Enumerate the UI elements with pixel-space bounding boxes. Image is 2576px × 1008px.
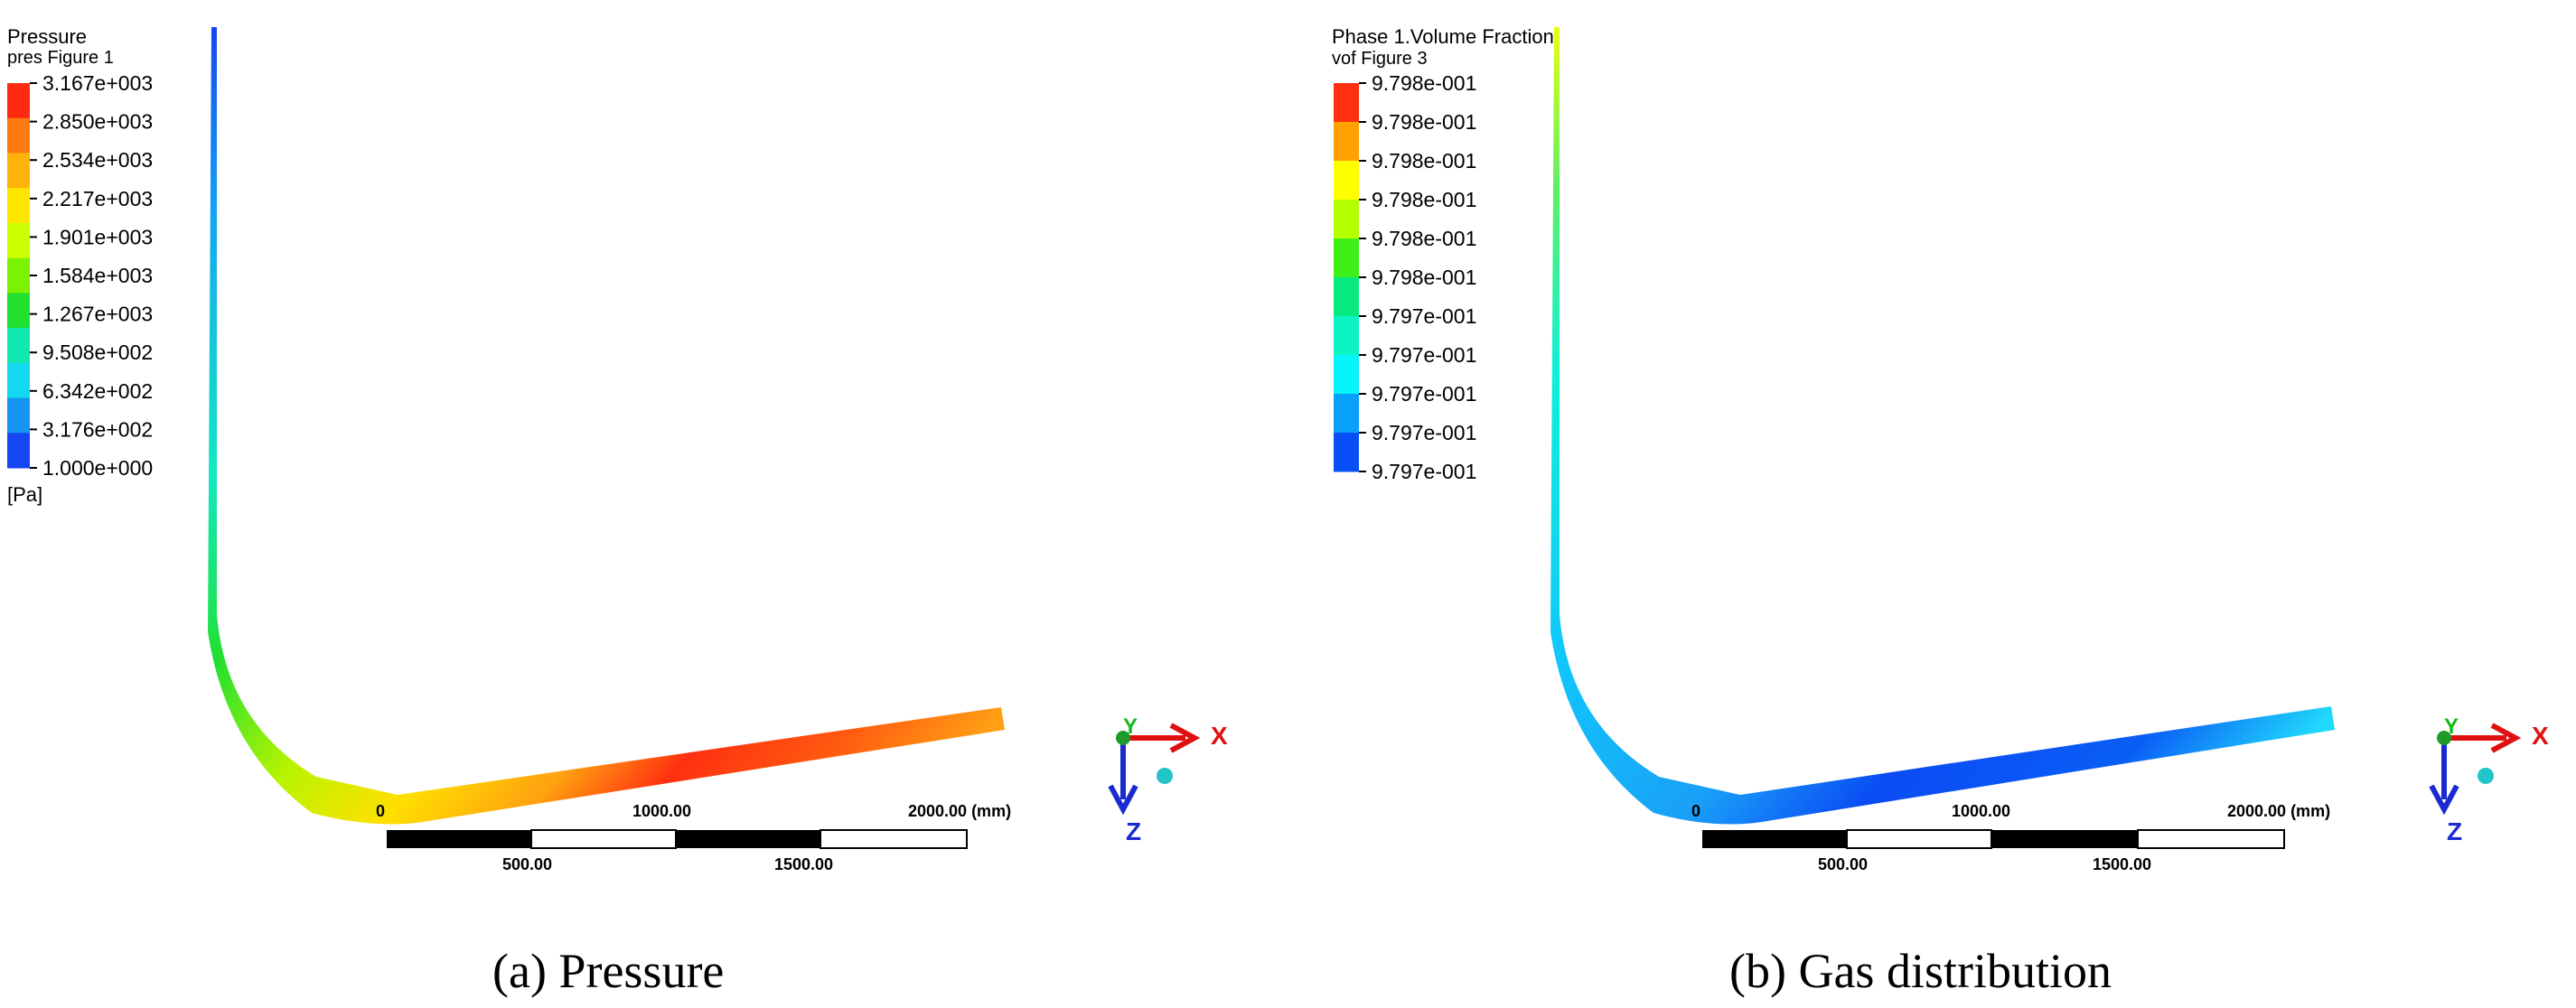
view-dot bbox=[1157, 768, 1173, 784]
x-axis-label: X bbox=[1211, 722, 1228, 750]
x-axis-label: X bbox=[2532, 722, 2549, 750]
legend-value: 9.797e-001 bbox=[1372, 304, 1476, 328]
y-axis-dot bbox=[1116, 731, 1130, 745]
z-axis-label: Z bbox=[2447, 817, 2462, 845]
legend-value: 9.798e-001 bbox=[1372, 227, 1476, 250]
scale-label: 1000.00 bbox=[632, 802, 691, 820]
axis-triad: Y X Z bbox=[2429, 714, 2549, 845]
scale-bar: 0 1000.00 2000.00 (mm) 500.00 1500.00 bbox=[1691, 802, 2330, 873]
legend-value: 9.797e-001 bbox=[1372, 382, 1476, 406]
legend-swatch bbox=[7, 362, 30, 399]
legend-swatch bbox=[7, 433, 30, 469]
pipe-profile bbox=[1550, 27, 2335, 825]
legend-swatch bbox=[1334, 316, 1359, 356]
panel-gas-distribution: Phase 1.Volume Fraction vof Figure 3 9.7… bbox=[1332, 25, 2549, 998]
legend-swatch bbox=[7, 257, 30, 294]
legend-value: 3.167e+003 bbox=[42, 71, 153, 95]
legend-value: 9.797e-001 bbox=[1372, 460, 1476, 483]
scale-label: 2000.00 (mm) bbox=[908, 802, 1011, 820]
legend-unit: [Pa] bbox=[7, 483, 42, 506]
view-dot bbox=[2478, 768, 2494, 784]
legend-subtitle: vof Figure 3 bbox=[1332, 49, 1428, 69]
legend-swatch bbox=[7, 328, 30, 364]
legend-title: Phase 1.Volume Fraction bbox=[1332, 25, 1554, 48]
scale-segment bbox=[1846, 829, 1992, 849]
legend-swatch bbox=[7, 153, 30, 189]
caption: (a) Pressure bbox=[492, 944, 724, 998]
pipe-profile bbox=[208, 27, 1005, 825]
legend-swatch bbox=[7, 397, 30, 434]
scale-segment bbox=[676, 830, 820, 848]
legend-swatch bbox=[1334, 433, 1359, 472]
legend-swatch bbox=[1334, 83, 1359, 123]
y-axis-dot bbox=[2437, 731, 2451, 745]
legend-value: 9.797e-001 bbox=[1372, 421, 1476, 444]
legend-subtitle: pres Figure 1 bbox=[7, 48, 114, 68]
scale-label: 2000.00 (mm) bbox=[2227, 802, 2330, 820]
legend-value: 9.508e+002 bbox=[42, 341, 153, 364]
legend-value: 3.176e+002 bbox=[42, 417, 153, 441]
legend-value: 1.000e+000 bbox=[42, 456, 153, 480]
legend-value: 2.217e+003 bbox=[42, 187, 153, 210]
legend-value: 1.584e+003 bbox=[42, 264, 153, 287]
legend-swatch bbox=[1334, 394, 1359, 434]
y-axis-label: Y bbox=[2444, 714, 2459, 739]
x-axis-arrowhead bbox=[1169, 723, 1201, 753]
axis-triad: Y X Z bbox=[1108, 714, 1228, 845]
legend-swatch bbox=[1334, 161, 1359, 201]
legend-value: 2.850e+003 bbox=[42, 110, 153, 134]
legend-swatch bbox=[7, 222, 30, 259]
caption: (b) Gas distribution bbox=[1729, 944, 2112, 998]
legend-value: 6.342e+002 bbox=[42, 379, 153, 403]
scale-label: 0 bbox=[1691, 802, 1700, 820]
scale-label: 0 bbox=[376, 802, 385, 820]
color-legend: 3.167e+003 2.850e+003 2.534e+003 2.217e+003… bbox=[7, 71, 153, 480]
legend-swatch bbox=[1334, 355, 1359, 395]
scale-label: 1500.00 bbox=[2093, 855, 2151, 873]
legend-swatch bbox=[7, 83, 30, 119]
legend-value: 9.798e-001 bbox=[1372, 188, 1476, 211]
legend-value: 1.901e+003 bbox=[42, 225, 153, 248]
scale-label: 500.00 bbox=[1818, 855, 1868, 873]
legend-value: 9.797e-001 bbox=[1372, 343, 1476, 367]
legend-value: 9.798e-001 bbox=[1372, 71, 1476, 95]
legend-value: 9.798e-001 bbox=[1372, 149, 1476, 173]
legend-swatch bbox=[7, 188, 30, 224]
legend-value: 9.798e-001 bbox=[1372, 110, 1476, 134]
scale-label: 500.00 bbox=[502, 855, 552, 873]
z-axis-arrowhead bbox=[1108, 784, 1138, 816]
legend-swatch bbox=[7, 293, 30, 329]
legend-swatch bbox=[7, 117, 30, 154]
scale-label: 1500.00 bbox=[774, 855, 833, 873]
y-axis-label: Y bbox=[1123, 714, 1138, 739]
legend-value: 1.267e+003 bbox=[42, 303, 153, 326]
scale-segment bbox=[1991, 830, 2138, 848]
z-axis-label: Z bbox=[1126, 817, 1141, 845]
legend-swatch bbox=[1334, 277, 1359, 317]
scale-segment bbox=[387, 830, 531, 848]
legend-value: 2.534e+003 bbox=[42, 148, 153, 172]
x-axis-arrowhead bbox=[2490, 723, 2522, 753]
color-legend: 9.798e-001 9.798e-001 9.798e-001 9.798e-001… bbox=[1334, 71, 1476, 483]
legend-swatch bbox=[1334, 122, 1359, 162]
legend-value: 9.798e-001 bbox=[1372, 266, 1476, 289]
scale-bar: 0 1000.00 2000.00 (mm) 500.00 1500.00 bbox=[376, 802, 1011, 873]
legend-swatch bbox=[1334, 238, 1359, 278]
scale-segment bbox=[1702, 830, 1847, 848]
scale-segment bbox=[2137, 829, 2285, 849]
panel-pressure: Pressure pres Figure 1 3.167e+003 2.850e+… bbox=[7, 25, 1228, 998]
scale-label: 1000.00 bbox=[1952, 802, 2010, 820]
scale-segment bbox=[820, 829, 968, 849]
legend-title: Pressure bbox=[7, 25, 87, 48]
legend-swatch bbox=[1334, 200, 1359, 239]
z-axis-arrowhead bbox=[2429, 784, 2459, 816]
scale-segment bbox=[530, 829, 677, 849]
